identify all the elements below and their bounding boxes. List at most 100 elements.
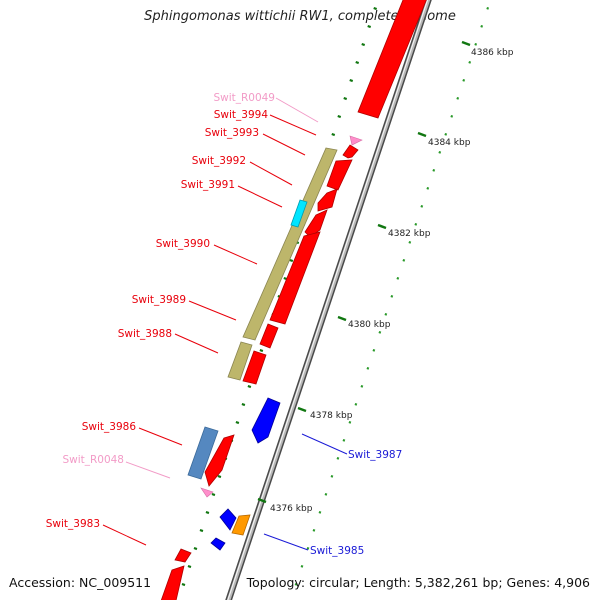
- gene-label[interactable]: Swit_3985: [310, 545, 364, 557]
- scale-tick: [450, 114, 454, 118]
- gene-swit-3986[interactable]: [204, 434, 235, 487]
- gene-swit-3988a[interactable]: [259, 323, 279, 349]
- gene-label[interactable]: Swit_3988: [118, 328, 172, 340]
- scale-tick: [366, 366, 370, 370]
- gene-swit-3994[interactable]: [342, 144, 359, 159]
- scale-tick: [181, 582, 186, 587]
- gene-label[interactable]: Swit_3983: [46, 518, 100, 530]
- scale-tick: [306, 546, 310, 550]
- scale-tick: [367, 24, 372, 29]
- gene-label[interactable]: Swit_3990: [156, 238, 210, 250]
- gene-label[interactable]: Swit_3992: [192, 155, 246, 167]
- feature-swit-3988-domain[interactable]: [227, 341, 253, 381]
- scale-tick: [486, 6, 490, 10]
- gene-label[interactable]: Swit_3986: [82, 421, 137, 433]
- scale-tick: [337, 114, 342, 119]
- topology-info: Topology: circular; Length: 5,382,261 bp…: [246, 575, 590, 590]
- gene-label[interactable]: Swit_3991: [181, 179, 235, 191]
- scale-tick: [456, 96, 460, 100]
- feature-cyan-region[interactable]: [290, 199, 308, 228]
- gene-label[interactable]: Swit_3993: [205, 127, 259, 139]
- scale-tick: [480, 24, 484, 28]
- scale-tick: [259, 348, 264, 353]
- scale-label: 4380 kbp: [348, 320, 391, 330]
- feature-swit-3986-domain[interactable]: [187, 426, 219, 480]
- accession-number: NC_009511: [79, 575, 152, 590]
- gene-label[interactable]: Swit_3994: [214, 109, 269, 121]
- scale-tick: [300, 564, 304, 568]
- scale-tick: [187, 564, 192, 569]
- scale-tick: [211, 492, 216, 497]
- scale-tick: [336, 456, 340, 460]
- gene-label[interactable]: Swit_R0049: [213, 92, 275, 104]
- rna-swit-r0048[interactable]: [200, 487, 214, 498]
- scale-tick: [235, 420, 240, 425]
- scale-tick: [432, 168, 436, 172]
- gene-swit-3988b[interactable]: [242, 350, 267, 385]
- scale-tick: [420, 204, 424, 208]
- gene-label[interactable]: Swit_3987: [348, 449, 402, 461]
- scale-tick: [444, 132, 448, 136]
- gene-swit-3992[interactable]: [317, 188, 338, 212]
- scale-tick: [360, 384, 364, 388]
- accession-info: Accession: NC_009511: [9, 575, 151, 590]
- scale-tick: [343, 96, 348, 101]
- accession-label: Accession:: [9, 575, 76, 590]
- gene-swit-3985b[interactable]: [231, 514, 251, 536]
- scale-tick: [324, 492, 328, 496]
- gene-swit-3984[interactable]: [210, 537, 226, 551]
- feature-swit-3991-domain[interactable]: [242, 147, 338, 341]
- scale-tick: [247, 384, 252, 389]
- scale-tick: [390, 294, 394, 298]
- scale-tick: [342, 438, 346, 442]
- scale-tick: [289, 258, 294, 263]
- scale-tick: [408, 240, 412, 244]
- label-callouts: [102, 97, 348, 551]
- gene-label[interactable]: Swit_R0048: [62, 454, 124, 466]
- gene-top-long[interactable]: [357, 0, 428, 119]
- scale-tick: [438, 150, 442, 154]
- scale-tick: [372, 348, 376, 352]
- rna-markers: [200, 135, 363, 498]
- gene-swit-3985a[interactable]: [219, 508, 237, 531]
- scale-label: 4376 kbp: [270, 504, 313, 514]
- scale-tick: [294, 582, 298, 586]
- feature-tracks: [187, 147, 338, 480]
- scale-tick: [330, 474, 334, 478]
- scale-tick: [349, 78, 354, 83]
- scale-tick: [348, 420, 352, 424]
- rna-swit-r0049[interactable]: [349, 135, 363, 146]
- map-title: Sphingomonas wittichii RW1, complete gen…: [144, 9, 456, 24]
- scale-tick: [241, 402, 246, 407]
- scale-tick: [384, 312, 388, 316]
- scale-tick: [402, 258, 406, 262]
- scale-labels: 4386 kbp 4384 kbp 4382 kbp 4380 kbp 4378…: [257, 40, 514, 514]
- gene-swit-3983[interactable]: [174, 548, 192, 563]
- scale-tick: [312, 528, 316, 532]
- scale-tick: [396, 276, 400, 280]
- scale-tick: [474, 42, 478, 46]
- scale-label: 4382 kbp: [388, 229, 431, 239]
- scale-tick: [462, 78, 466, 82]
- scale-tick: [217, 474, 222, 479]
- scale-tick: [468, 60, 472, 64]
- gene-bottom[interactable]: [160, 565, 185, 600]
- scale-tick: [318, 510, 322, 514]
- gene-swit-3989[interactable]: [269, 231, 321, 325]
- scale-tick: [354, 402, 358, 406]
- gene-labels: Swit_R0049 Swit_3994 Swit_3993 Swit_3992…: [46, 92, 403, 557]
- scale-label: 4378 kbp: [310, 411, 353, 421]
- reverse-strand-genes: [210, 397, 281, 551]
- genome-backbone: [225, 0, 432, 600]
- gene-label[interactable]: Swit_3989: [132, 294, 186, 306]
- scale-tick: [331, 132, 336, 137]
- gene-swit-3987[interactable]: [251, 397, 281, 444]
- scale-tick: [355, 60, 360, 65]
- forward-strand-genes: [160, 0, 428, 600]
- scale-label: 4384 kbp: [428, 138, 471, 148]
- scale-tick: [373, 6, 378, 11]
- scale-tick: [426, 186, 430, 190]
- scale-tick: [205, 510, 210, 515]
- gene-swit-3993[interactable]: [326, 159, 353, 191]
